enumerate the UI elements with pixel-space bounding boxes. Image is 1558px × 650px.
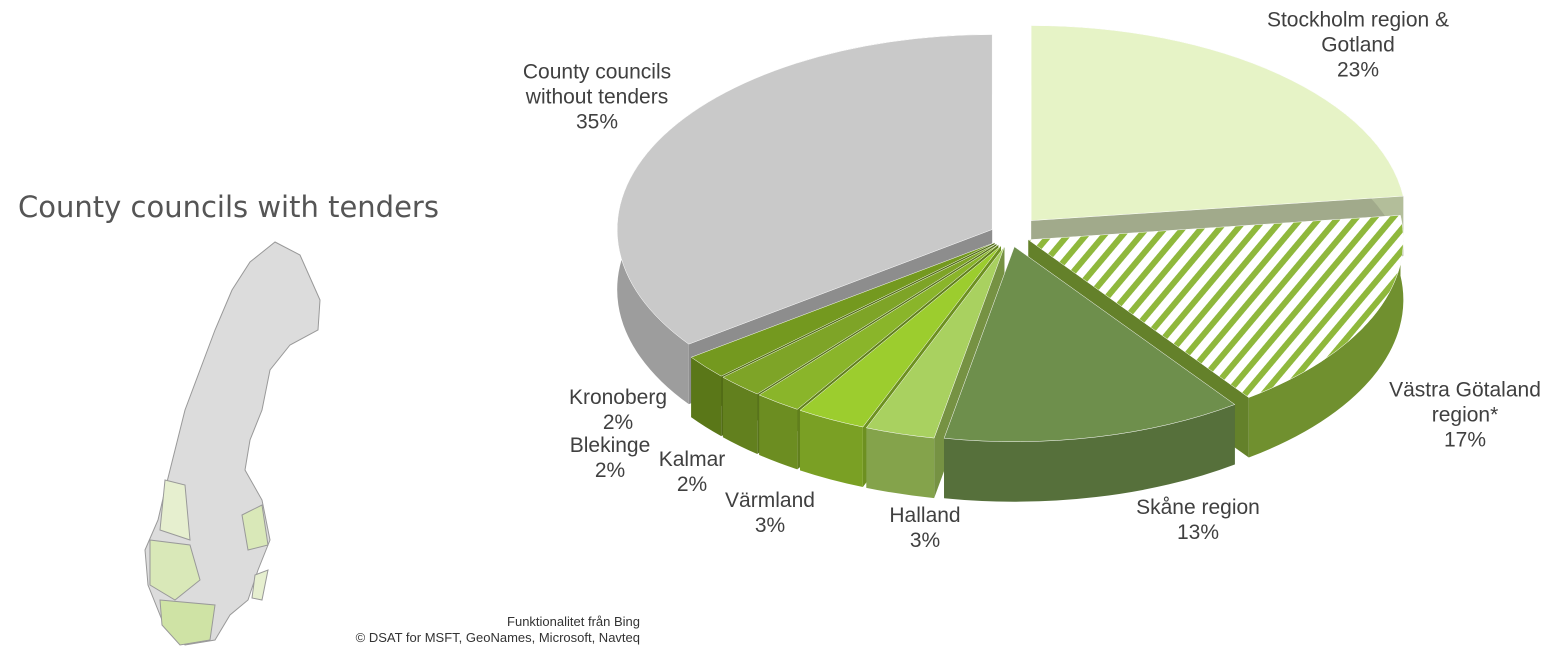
slice-group xyxy=(943,246,1236,502)
slice-label: Skåne region 13% xyxy=(1083,495,1313,545)
slice-label: Blekinge 2% xyxy=(550,433,670,483)
category-name: Skåne region xyxy=(1136,496,1260,519)
value-label: 3% xyxy=(754,514,786,537)
slice-label: Kalmar 2% xyxy=(632,447,752,497)
category-name: Kalmar xyxy=(658,448,726,471)
slice xyxy=(722,243,997,395)
slice xyxy=(1027,215,1404,398)
slice-label: Stockholm region & Gotland 23% xyxy=(1258,8,1458,83)
category-name: Värmland xyxy=(725,489,815,512)
slice-label: Västra Götaland region* 17% xyxy=(1375,378,1555,453)
slice xyxy=(616,34,993,345)
category-name: Västra Götaland region* xyxy=(1389,378,1541,427)
slice xyxy=(865,246,1005,439)
slice xyxy=(758,244,999,410)
category-name: Kronoberg xyxy=(568,386,668,409)
sweden-map xyxy=(144,241,321,646)
slice xyxy=(799,245,1002,428)
slice-label: Värmland 3% xyxy=(710,488,830,538)
slice-label: Halland 3% xyxy=(865,503,985,553)
category-name: County councils without tenders xyxy=(522,60,672,109)
slice-side xyxy=(691,357,722,437)
value-label: 35% xyxy=(575,110,619,134)
value-label: 23% xyxy=(1336,58,1380,82)
slice-side xyxy=(799,410,863,487)
slice-side xyxy=(866,427,935,499)
slice xyxy=(943,246,1236,442)
category-name: Halland xyxy=(889,504,961,527)
value-label: 13% xyxy=(1176,521,1220,544)
chart-title: County councils with tenders xyxy=(18,190,439,224)
slice-label: County councils without tenders 35% xyxy=(497,60,697,135)
category-name: Stockholm region & Gotland xyxy=(1266,8,1450,57)
map-attribution: Funktionalitet från Bing xyxy=(507,614,640,629)
value-label: 2% xyxy=(602,411,634,434)
slice-side xyxy=(722,377,758,454)
value-label: 17% xyxy=(1443,428,1487,452)
slice-side xyxy=(1248,215,1404,458)
map-attribution: © DSAT for MSFT, GeoNames, Microsoft, Na… xyxy=(355,630,640,645)
value-label: 3% xyxy=(909,529,941,552)
category-name: Blekinge xyxy=(569,434,651,457)
slice xyxy=(1030,25,1404,221)
pie xyxy=(616,25,1404,502)
slice-label: Kronoberg 2% xyxy=(558,385,678,435)
value-label: 2% xyxy=(594,459,626,482)
slice-side xyxy=(944,404,1235,502)
slice-side xyxy=(759,394,798,470)
value-label: 2% xyxy=(676,473,708,496)
slice xyxy=(690,242,995,377)
